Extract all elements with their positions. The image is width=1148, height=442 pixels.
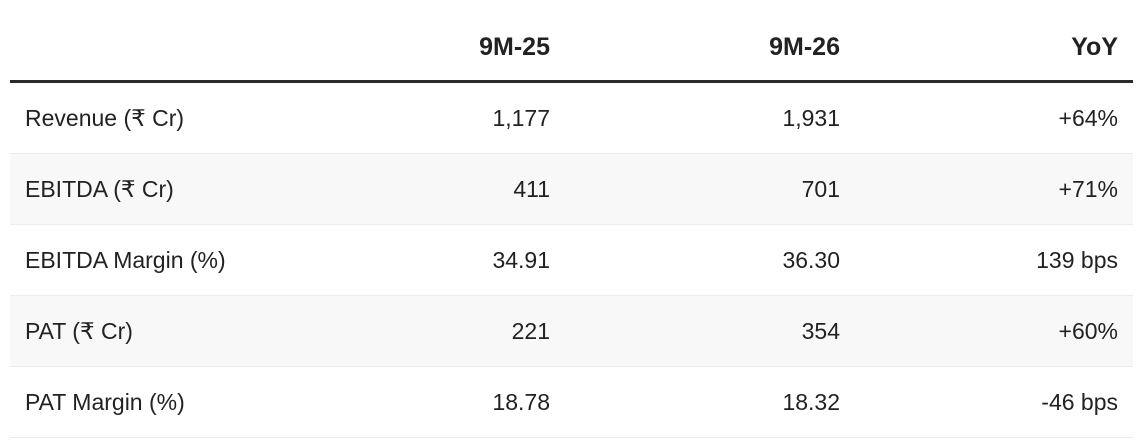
- cell-value: 34.91: [492, 246, 550, 273]
- row-label: PAT Margin (%): [25, 388, 185, 415]
- row-label: Revenue (₹ Cr): [25, 104, 185, 131]
- row-label: EBITDA Margin (%): [25, 246, 226, 273]
- table-row: PAT Margin (%) 18.78 18.32 -46 bps: [10, 367, 1133, 438]
- cell-value: 354: [801, 317, 840, 344]
- column-header: YoY: [1071, 33, 1118, 61]
- column-header: 9M-26: [769, 33, 840, 61]
- cell-value: 411: [513, 175, 550, 202]
- cell-value: +64%: [1058, 104, 1118, 131]
- cell-value: +71%: [1058, 175, 1118, 202]
- table-row: EBITDA Margin (%) 34.91 36.30 139 bps: [10, 225, 1133, 296]
- cell-value: 18.78: [492, 388, 550, 415]
- table-row: EBITDA (₹ Cr) 411 701 +71%: [10, 154, 1133, 225]
- cell-value: +60%: [1058, 317, 1118, 344]
- cell-value: 1,177: [492, 104, 550, 131]
- cell-value: -46 bps: [1041, 388, 1118, 415]
- cell-value: 139 bps: [1036, 246, 1118, 273]
- row-label: PAT (₹ Cr): [25, 317, 133, 344]
- header-row: 9M-25 9M-26 YoY: [10, 0, 1133, 83]
- column-header: 9M-25: [479, 33, 550, 61]
- data-table: 9M-25 9M-26 YoY Revenue (₹ Cr) 1,177 1,931 +64…: [10, 0, 1133, 438]
- table-row: Revenue (₹ Cr) 1,177 1,931 +64%: [10, 83, 1133, 154]
- cell-value: 36.30: [782, 246, 840, 273]
- row-label: EBITDA (₹ Cr): [25, 175, 174, 202]
- cell-value: 701: [801, 175, 840, 202]
- cell-value: 18.32: [782, 388, 840, 415]
- table-row: PAT (₹ Cr) 221 354 +60%: [10, 296, 1133, 367]
- cell-value: 1,931: [782, 104, 840, 131]
- cell-value: 221: [511, 317, 550, 344]
